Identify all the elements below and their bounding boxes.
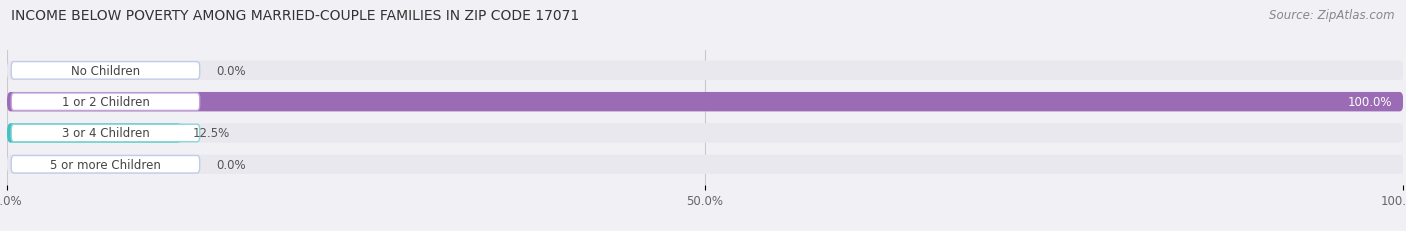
Text: No Children: No Children — [70, 65, 141, 78]
Text: 100.0%: 100.0% — [1347, 96, 1392, 109]
Text: 1 or 2 Children: 1 or 2 Children — [62, 96, 149, 109]
FancyBboxPatch shape — [7, 61, 1403, 81]
FancyBboxPatch shape — [11, 62, 200, 80]
Text: 3 or 4 Children: 3 or 4 Children — [62, 127, 149, 140]
Text: INCOME BELOW POVERTY AMONG MARRIED-COUPLE FAMILIES IN ZIP CODE 17071: INCOME BELOW POVERTY AMONG MARRIED-COUPL… — [11, 9, 579, 23]
Text: 5 or more Children: 5 or more Children — [51, 158, 160, 171]
Text: 0.0%: 0.0% — [217, 158, 246, 171]
Text: 12.5%: 12.5% — [193, 127, 231, 140]
FancyBboxPatch shape — [7, 124, 1403, 143]
Text: 0.0%: 0.0% — [217, 65, 246, 78]
FancyBboxPatch shape — [11, 125, 200, 142]
FancyBboxPatch shape — [11, 156, 200, 173]
FancyBboxPatch shape — [7, 93, 1403, 112]
FancyBboxPatch shape — [7, 155, 1403, 174]
Text: Source: ZipAtlas.com: Source: ZipAtlas.com — [1270, 9, 1395, 22]
FancyBboxPatch shape — [7, 124, 181, 143]
FancyBboxPatch shape — [7, 93, 1403, 112]
FancyBboxPatch shape — [11, 94, 200, 111]
